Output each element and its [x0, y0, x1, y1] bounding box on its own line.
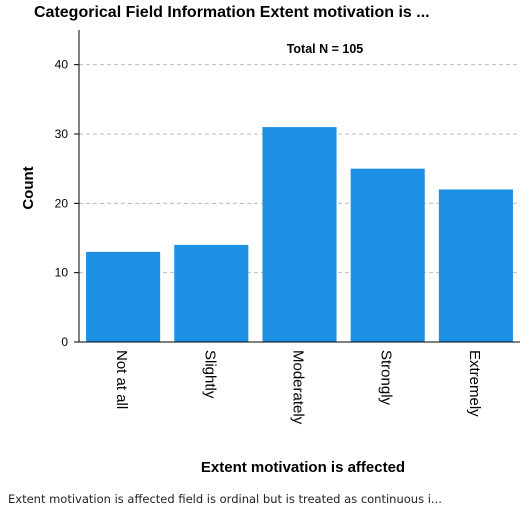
- x-tick-label: Moderately: [290, 350, 307, 425]
- bars: [86, 127, 513, 342]
- y-tick-label: 0: [61, 335, 68, 349]
- x-tick-label: Slightly: [201, 350, 218, 399]
- y-tick-label: 10: [55, 266, 69, 280]
- total-n-annotation: Total N = 105: [287, 42, 364, 56]
- bar-not-at-all: [86, 252, 160, 342]
- y-tick-label: 40: [55, 58, 69, 72]
- footnote: Extent motivation is affected field is o…: [8, 492, 528, 506]
- y-tick-label: 20: [55, 196, 69, 210]
- x-tick-label: Strongly: [378, 350, 395, 406]
- bar-extremely: [439, 189, 513, 342]
- x-tick-label: Not at all: [113, 350, 130, 409]
- y-tick-label: 30: [55, 127, 69, 141]
- bar-strongly: [351, 169, 425, 342]
- bar-slightly: [174, 245, 248, 342]
- x-axis-label: Extent motivation is affected: [201, 459, 405, 476]
- bar-chart: 0 10 20 30 40 Not at all Slightly Moderately Str…: [0, 0, 531, 480]
- bar-moderately: [262, 127, 336, 342]
- y-axis-label: Count: [20, 166, 37, 209]
- x-tick-label: Extremely: [466, 350, 483, 417]
